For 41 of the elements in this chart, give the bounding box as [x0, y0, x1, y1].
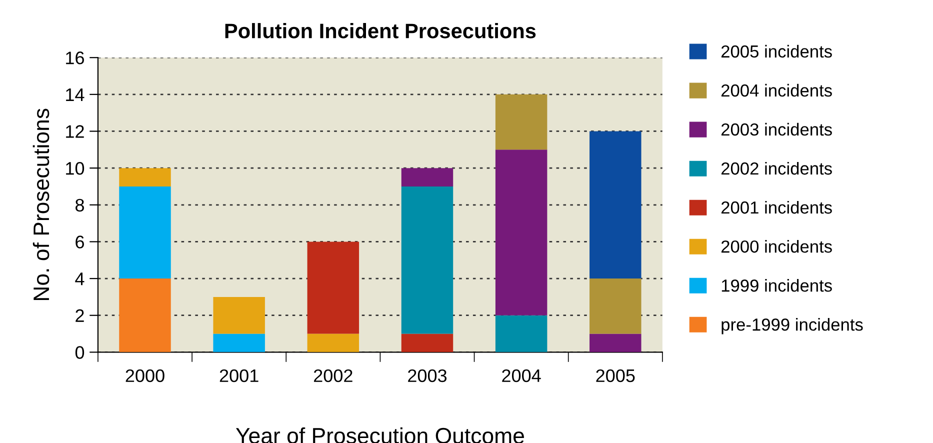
y-tick-label: 6: [76, 236, 84, 248]
legend-label: 2005 incidents: [721, 44, 832, 58]
legend-label: 1999 incidents: [722, 279, 832, 292]
y-tick-label: 14: [66, 88, 84, 101]
y-tick-label: 16: [66, 52, 84, 64]
y-tick-label: 4: [75, 272, 84, 286]
chart-title: Pollution Incident Prosecutions: [225, 23, 536, 38]
legend-label: 2000 incidents: [721, 240, 832, 253]
bar: [590, 131, 642, 279]
bar: [590, 334, 642, 352]
y-axis-title: No. of Prosecutions: [32, 108, 50, 300]
legend-label: pre-1999 incidents: [722, 318, 863, 334]
bar: [213, 334, 265, 352]
bar: [307, 242, 360, 334]
bar: [590, 278, 642, 334]
x-tick-label: 2002: [314, 369, 352, 382]
legend-label: 2003 incidents: [721, 122, 832, 136]
bar: [213, 296, 265, 334]
bar: [401, 334, 454, 352]
y-tick-label: 2: [76, 309, 84, 322]
bar: [495, 315, 548, 352]
legend-label: 2004 incidents: [721, 84, 832, 97]
y-tick-label: 0: [75, 346, 84, 359]
x-tick-label: 2001: [220, 369, 258, 382]
x-tick-label: 2005: [596, 369, 635, 382]
bar: [119, 278, 171, 352]
bar: [401, 168, 454, 186]
legend-label: 2002 incidents: [721, 162, 832, 175]
y-tick-label: 12: [66, 125, 84, 138]
y-tick-label: 10: [66, 162, 84, 175]
bar: [307, 334, 360, 352]
bar: [495, 94, 548, 150]
y-tick-label: 8: [76, 198, 84, 212]
bar: [401, 186, 454, 334]
x-tick-label: 2003: [408, 369, 447, 382]
bar: [495, 150, 548, 316]
x-tick-label: 2004: [502, 369, 541, 382]
legend-label: 2001 incidents: [721, 200, 832, 214]
bar: [119, 168, 171, 186]
x-tick-label: 2000: [126, 369, 164, 382]
bar: [119, 186, 171, 279]
